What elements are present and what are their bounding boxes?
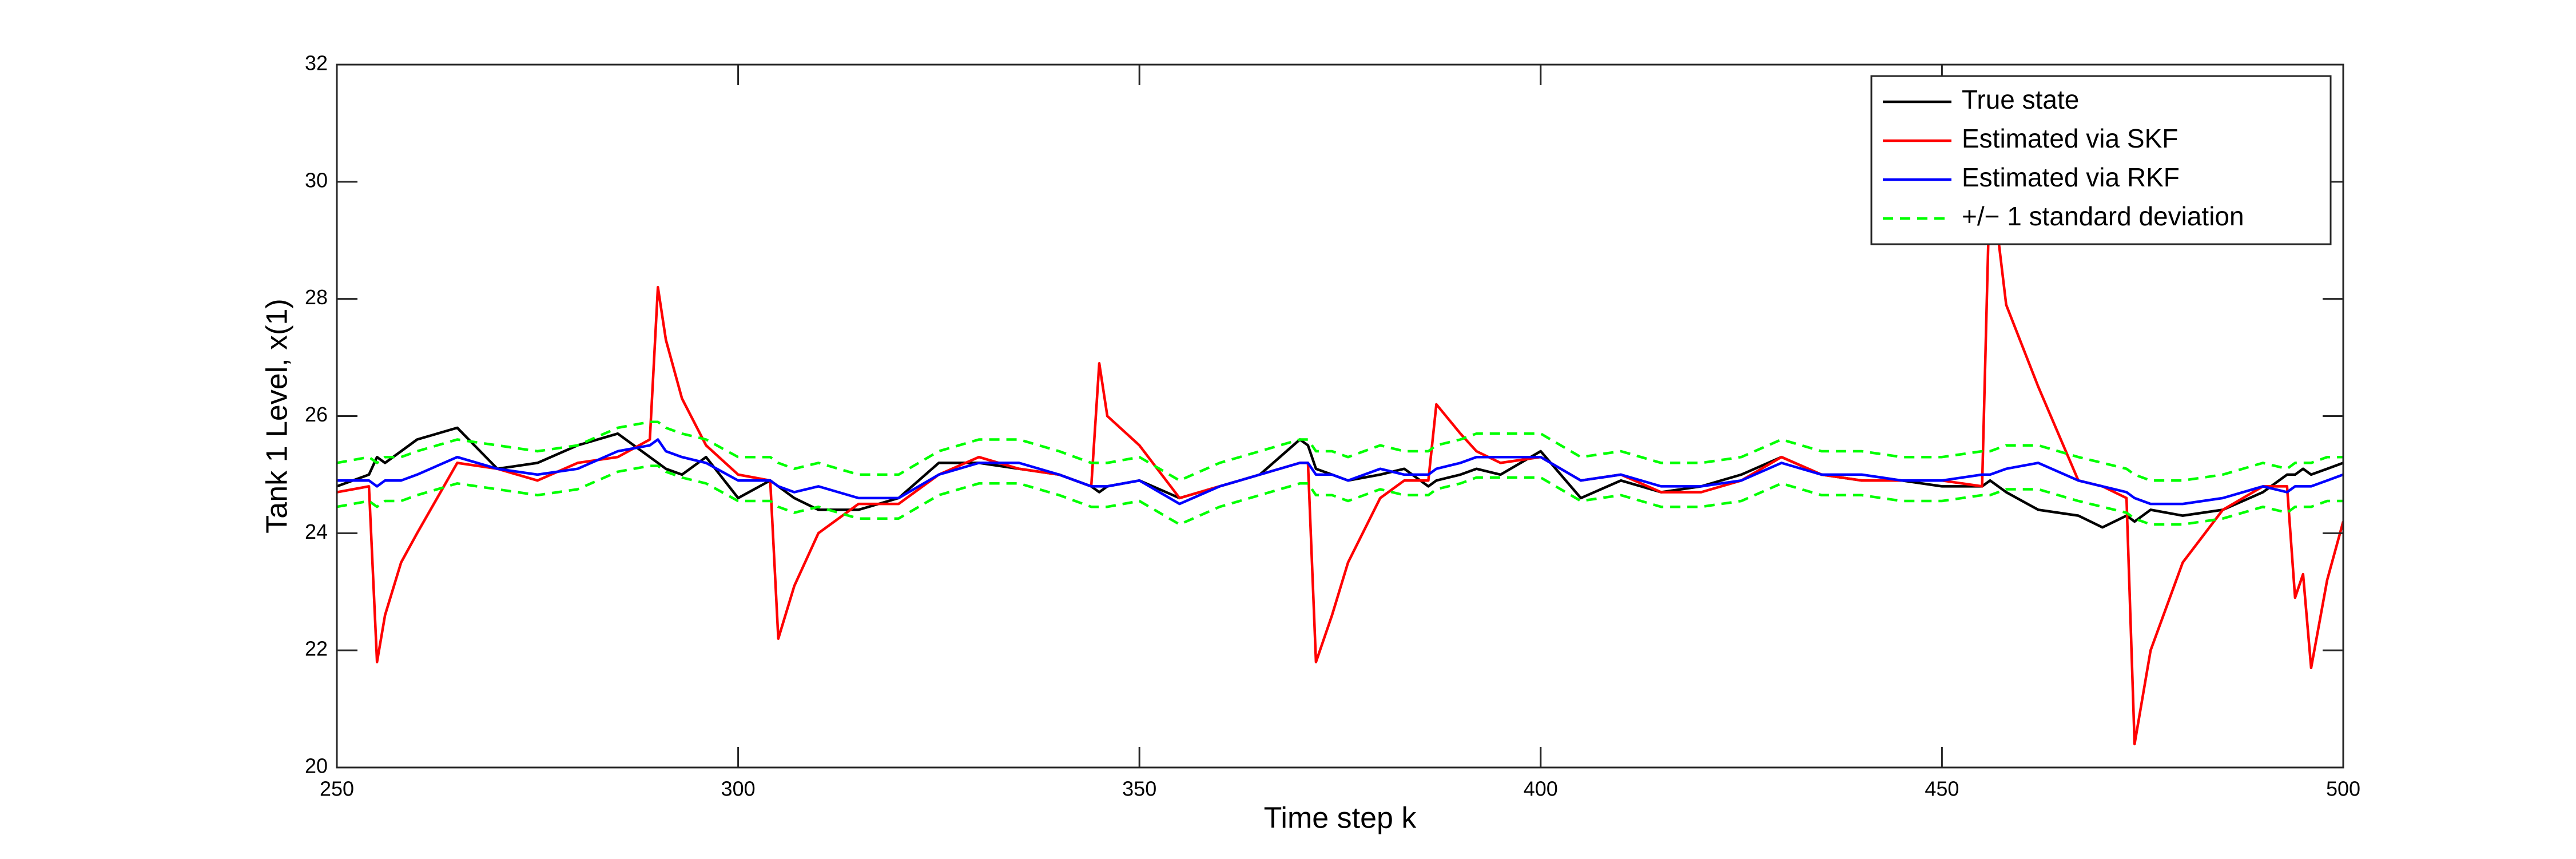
legend-label: Estimated via RKF bbox=[1962, 162, 2180, 192]
series-line bbox=[337, 438, 2343, 506]
x-tick-label: 450 bbox=[1925, 777, 1959, 801]
legend-box bbox=[1870, 75, 2332, 245]
y-tick-label: 24 bbox=[305, 520, 328, 543]
y-tick-label: 28 bbox=[305, 285, 328, 309]
x-tick-label: 350 bbox=[1122, 777, 1156, 801]
y-tick-label: 26 bbox=[305, 403, 328, 426]
x-tick-label: 300 bbox=[721, 777, 756, 801]
y-axis-label: Tank 1 Level, x(1) bbox=[261, 299, 294, 533]
x-tick-label: 250 bbox=[320, 777, 354, 801]
legend: True state Estimated via SKF Estimated via… bbox=[1870, 75, 2332, 245]
band-lower bbox=[337, 464, 2343, 526]
x-tick-label: 500 bbox=[2326, 777, 2360, 801]
x-axis-label: Time step k bbox=[1264, 802, 1417, 835]
legend-label: +/− 1 standard deviation bbox=[1962, 201, 2244, 231]
legend-label: Estimated via SKF bbox=[1962, 124, 2178, 153]
y-tick-label: 20 bbox=[305, 754, 328, 778]
plot-lines bbox=[337, 169, 2343, 746]
y-tick-label: 30 bbox=[305, 168, 328, 192]
x-tick-label: 400 bbox=[1524, 777, 1558, 801]
band-upper bbox=[337, 420, 2343, 482]
legend-label: True state bbox=[1962, 85, 2079, 114]
y-tick-label: 32 bbox=[305, 51, 328, 75]
y-tick-label: 22 bbox=[305, 637, 328, 661]
